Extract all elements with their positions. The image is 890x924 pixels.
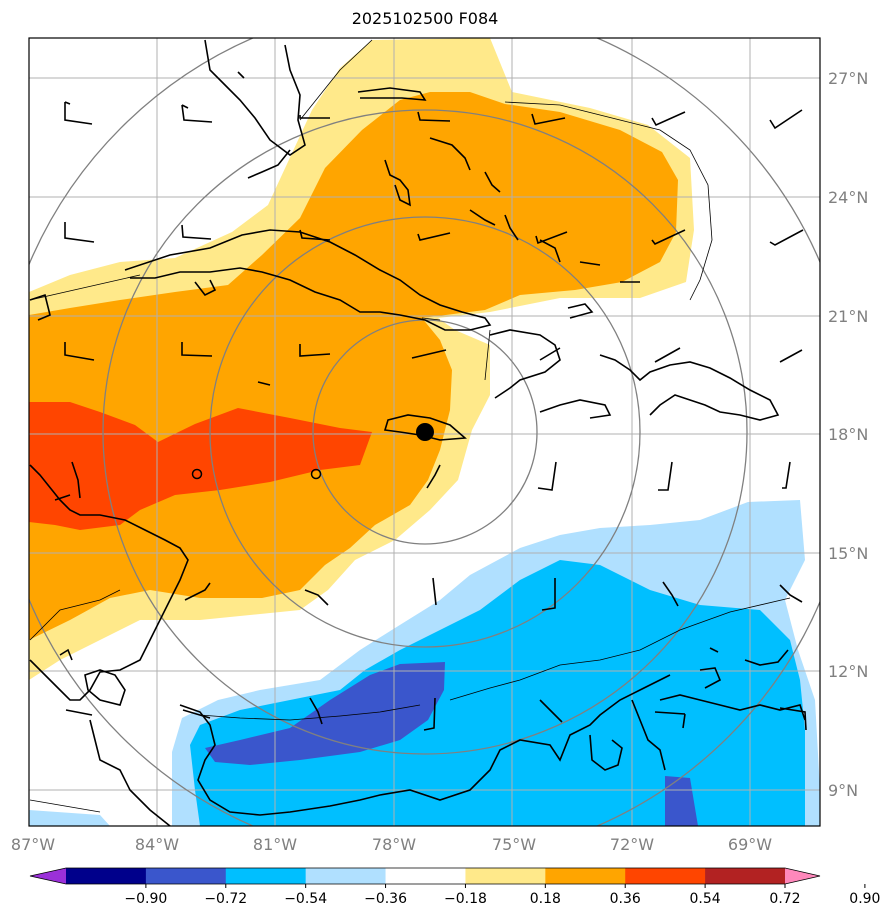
- lon-label: 75°W: [492, 835, 536, 854]
- field-orange: [29, 92, 678, 640]
- colorbar-label: 0.54: [690, 891, 721, 907]
- lat-label: 12°N: [828, 662, 868, 681]
- colorbar-label: 0.18: [530, 891, 561, 907]
- borders: [29, 39, 791, 813]
- lat-label: 18°N: [828, 425, 868, 444]
- lon-label: 84°W: [135, 835, 179, 854]
- center-marker: [416, 423, 434, 441]
- colorbar-segment: [545, 868, 626, 884]
- colorbar-label: −0.36: [364, 891, 407, 907]
- coastlines: [29, 39, 806, 826]
- lon-label: 72°W: [610, 835, 654, 854]
- colorbar-extend-high: [785, 868, 820, 884]
- lat-label: 9°N: [828, 781, 858, 800]
- colorbar-segment: [385, 868, 466, 884]
- wind-barbs: [64, 101, 807, 731]
- colorbar-label: 0.72: [769, 891, 800, 907]
- colorbar-label: 0.36: [610, 891, 641, 907]
- lon-label: 81°W: [253, 835, 297, 854]
- colorbar-segment: [305, 868, 387, 884]
- colorbar-label: −0.90: [124, 891, 167, 907]
- colorbar-segment: [625, 868, 706, 884]
- colorbar-segment: [465, 868, 546, 884]
- lat-label: 21°N: [828, 307, 868, 326]
- field-royal-blue: [205, 662, 698, 826]
- map-area: [29, 38, 820, 826]
- colorbar-segment: [225, 868, 307, 884]
- lat-label: 27°N: [828, 69, 868, 88]
- lat-axis: 27°N 24°N 21°N 18°N 15°N 12°N 9°N: [828, 69, 868, 800]
- map-frame: [28, 37, 821, 827]
- colorbar-extend-low: [30, 868, 66, 884]
- lat-label: 24°N: [828, 188, 868, 207]
- colorbar-label: −0.72: [204, 891, 247, 907]
- lon-axis: 87°W 84°W 81°W 78°W 75°W 72°W 69°W: [11, 835, 772, 854]
- colorbar-label: −0.54: [284, 891, 327, 907]
- colorbar-label: 0.90: [849, 891, 880, 907]
- colorbar-segment: [705, 868, 786, 884]
- map-title: 2025102500 F084: [351, 9, 499, 28]
- lon-label: 69°W: [728, 835, 772, 854]
- colorbar-outline: [29, 867, 821, 885]
- colorbar-segment: [66, 868, 147, 884]
- lat-label: 15°N: [828, 544, 868, 563]
- calm-markers: [191, 468, 322, 480]
- lon-label: 87°W: [11, 835, 55, 854]
- field-sky-blue: [190, 560, 805, 826]
- lon-label: 78°W: [372, 835, 416, 854]
- colorbar-label: −0.18: [444, 891, 487, 907]
- colorbar: −0.90 −0.72 −0.54 −0.36 −0.18 0.18 0.36 0.54 0.7…: [29, 867, 880, 907]
- colorbar-segment: [145, 868, 227, 884]
